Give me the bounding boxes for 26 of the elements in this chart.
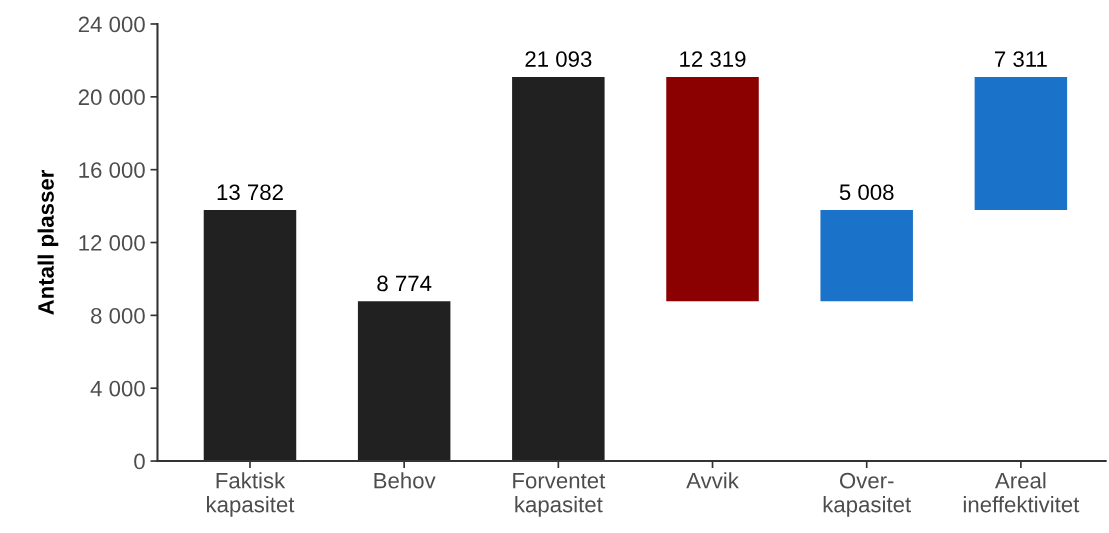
data-label: 13 782 — [217, 184, 283, 201]
bar — [203, 210, 297, 462]
y-tick-label: 0 — [134, 453, 145, 470]
data-label: 12 319 — [680, 51, 746, 67]
y-tick-label: 12 000 — [79, 235, 145, 251]
y-tick-label: 4 000 — [90, 380, 145, 397]
x-tick-label: Areal ineffektivitet — [963, 472, 1080, 513]
y-axis-title: Antall plasser — [37, 169, 59, 315]
data-label: 21 093 — [525, 51, 592, 67]
bar — [820, 210, 913, 302]
x-tick-label: Behov — [374, 472, 436, 489]
x-tick-label: Forventet kapasitet — [513, 472, 606, 517]
data-label: 5 008 — [839, 184, 894, 201]
x-tick-label: Faktisk kapasitet — [207, 472, 295, 517]
data-label: 7 311 — [995, 51, 1047, 67]
y-tick-label: 8 000 — [91, 307, 145, 324]
y-tick-label: 16 000 — [79, 162, 145, 178]
bar — [357, 301, 451, 462]
y-tick-label: 20 000 — [78, 89, 145, 106]
bar — [512, 76, 605, 462]
data-label: 8 774 — [377, 275, 432, 292]
x-tick-label: Over- kapasitet — [823, 472, 912, 517]
y-tick-label: 24 000 — [78, 16, 145, 33]
x-tick-label: Avvik — [686, 472, 739, 489]
bar — [974, 76, 1068, 211]
bar — [666, 76, 759, 302]
